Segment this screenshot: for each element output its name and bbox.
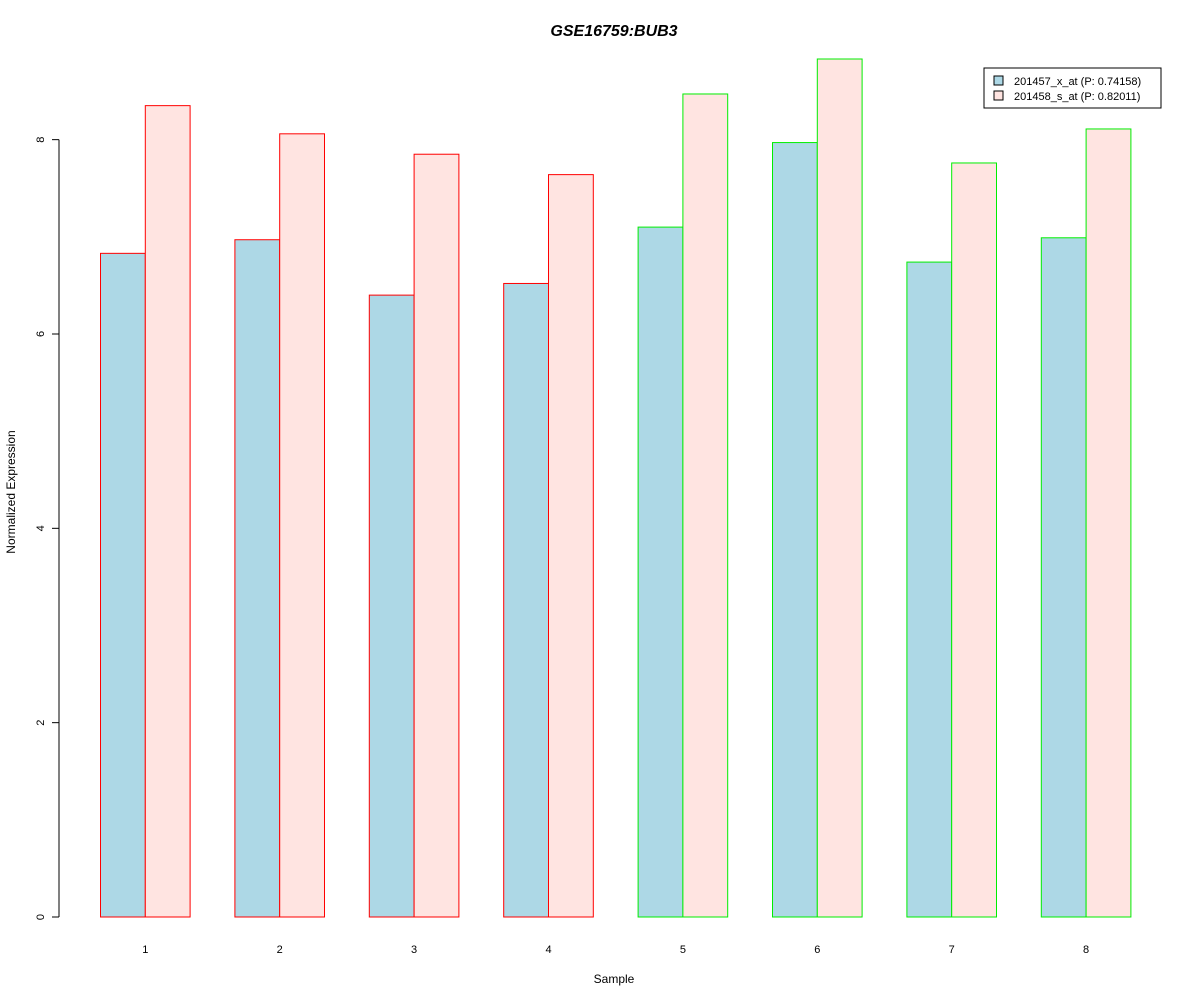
bar-sample-1-series-2 (144, 105, 191, 918)
x-tick-label: 7 (949, 944, 955, 956)
bar-sample-3-series-2 (413, 153, 460, 918)
bar-sample-6-series-1 (772, 142, 818, 918)
x-tick-label: 6 (814, 944, 820, 956)
y-axis-label: Normalized Expression (4, 430, 18, 553)
y-tick-label: 0 (35, 914, 47, 920)
legend-label-201457: 201457_x_at (P: 0.74158) (1014, 76, 1141, 88)
x-tick-label: 1 (142, 944, 148, 956)
chart-title: GSE16759:BUB3 (550, 23, 677, 40)
x-tick-label: 8 (1083, 944, 1089, 956)
x-tick-label: 5 (680, 944, 686, 956)
bar-sample-5-series-2 (682, 93, 729, 918)
x-tick-label: 3 (411, 944, 417, 956)
x-axis-label: Sample (594, 972, 635, 986)
x-tick-label: 2 (277, 944, 283, 956)
y-tick-label: 6 (35, 331, 47, 337)
bar-sample-4-series-1 (503, 282, 550, 918)
bar-sample-2-series-1 (234, 239, 281, 918)
x-tick-labels: 1 2 3 4 5 6 7 8 (142, 944, 1089, 956)
bar-sample-1-series-1 (100, 252, 146, 918)
y-tick-label: 8 (35, 137, 47, 143)
legend-swatch-201458 (993, 90, 1004, 101)
bar-sample-7-series-2 (951, 162, 998, 918)
legend-box (983, 67, 1162, 109)
legend-swatch-201457 (993, 75, 1004, 86)
y-tick-label: 2 (35, 720, 47, 726)
bar-sample-8-series-2 (1085, 128, 1132, 918)
legend: 201457_x_at (P: 0.74158) 201458_s_at (P:… (983, 67, 1162, 109)
bar-sample-4-series-2 (548, 174, 594, 918)
bar-sample-3-series-1 (368, 294, 415, 918)
bar-sample-6-series-2 (816, 58, 863, 918)
bar-sample-7-series-1 (906, 261, 953, 918)
bars-group (100, 58, 1132, 918)
x-tick-label: 4 (545, 944, 551, 956)
bar-sample-8-series-1 (1040, 237, 1087, 918)
legend-label-201458: 201458_s_at (P: 0.82011) (1014, 91, 1140, 103)
y-axis: 0 2 4 6 8 (35, 137, 60, 920)
bar-sample-2-series-2 (279, 133, 326, 918)
bar-sample-5-series-1 (637, 226, 684, 918)
y-tick-label: 4 (35, 525, 47, 531)
